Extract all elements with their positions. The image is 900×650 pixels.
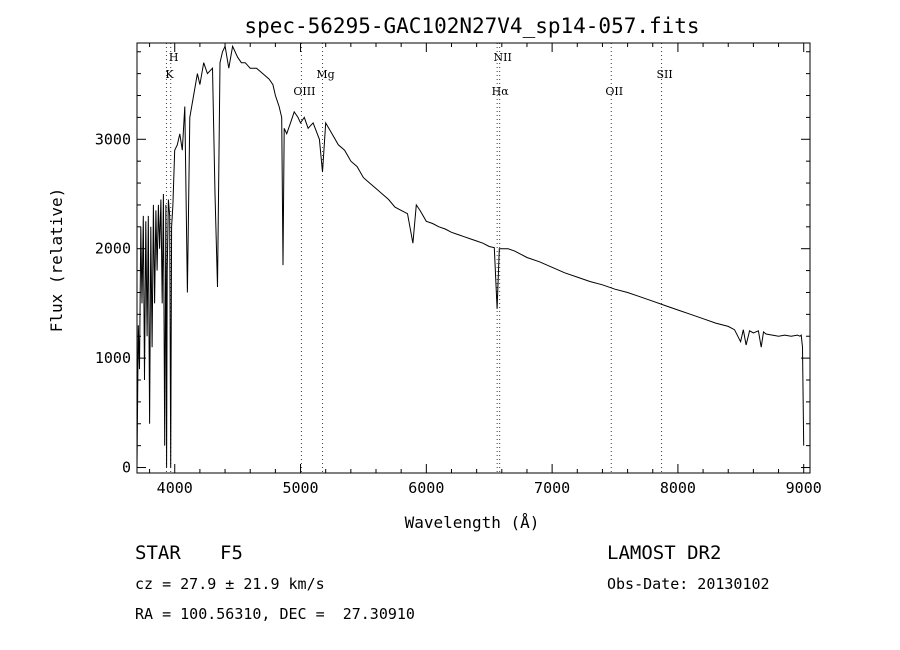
spectral-line-label: H — [169, 51, 179, 64]
x-tick-label: 6000 — [408, 479, 444, 497]
x-tick-label: 5000 — [282, 479, 318, 497]
x-tick-label: 7000 — [534, 479, 570, 497]
spectral-line-label: Mg — [316, 68, 334, 81]
y-tick-label: 3000 — [95, 130, 131, 148]
x-axis-label: Wavelength (Å) — [405, 513, 540, 532]
spectral-line-label: SII — [656, 68, 672, 81]
spectral-line-label: OIII — [293, 85, 315, 98]
spectrum-series — [136, 44, 805, 468]
spectral-line-label: Hα — [492, 85, 510, 98]
spectral-line-label: K — [165, 68, 174, 81]
observation-date: Obs-Date: 20130102 — [607, 575, 770, 593]
spectral-line-label: NII — [494, 51, 512, 64]
ra-dec: RA = 100.56310, DEC = 27.30910 — [135, 605, 415, 623]
object-type: STAR — [135, 542, 181, 564]
y-tick-label: 1000 — [95, 349, 131, 367]
x-tick-label: 4000 — [157, 479, 193, 497]
survey-name: LAMOST DR2 — [607, 542, 722, 564]
x-tick-label: 9000 — [786, 479, 822, 497]
spectral-line-label: OII — [605, 85, 623, 98]
subclass: F5 — [220, 542, 243, 564]
spectrum-line — [136, 44, 805, 468]
y-axis-label: Flux (relative) — [47, 188, 66, 333]
x-tick-label: 8000 — [660, 479, 696, 497]
y-tick-label: 2000 — [95, 240, 131, 258]
chart-title: spec-56295-GAC102N27V4_sp14-057.fits — [244, 14, 699, 38]
redshift-cz: cz = 27.9 ± 21.9 km/s — [135, 575, 325, 593]
plot-frame — [136, 42, 811, 474]
y-tick-label: 0 — [122, 459, 131, 477]
axes: 4000 5000 6000 7000 8000 9000 0 1000 2000 3000 — [95, 42, 822, 497]
